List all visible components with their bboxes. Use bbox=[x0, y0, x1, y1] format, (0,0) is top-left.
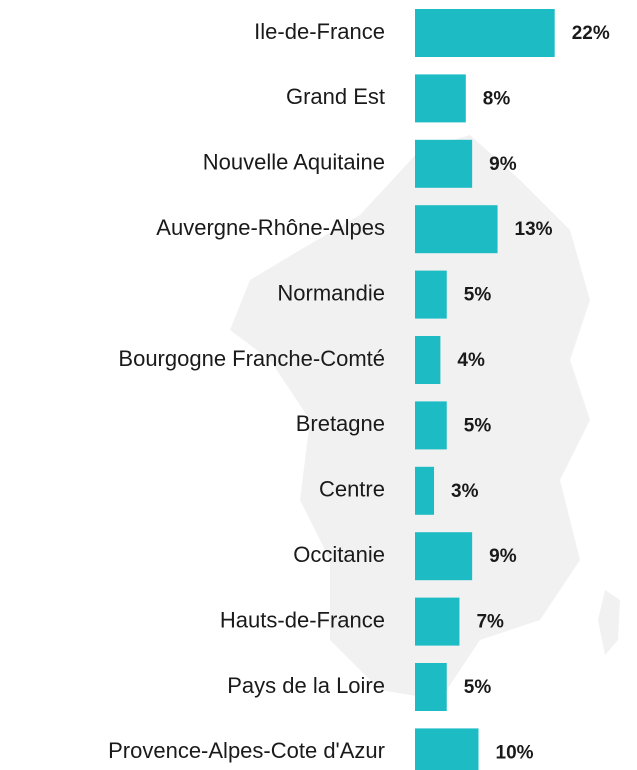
bar bbox=[415, 336, 441, 384]
category-label: Occitanie bbox=[293, 542, 385, 567]
bar bbox=[415, 74, 466, 123]
bar bbox=[415, 205, 498, 254]
category-label: Bretagne bbox=[296, 411, 385, 436]
value-label: 10% bbox=[496, 742, 534, 763]
bar bbox=[415, 270, 447, 319]
category-label: Pays de la Loire bbox=[227, 673, 385, 698]
category-label: Normandie bbox=[277, 280, 385, 305]
value-label: 4% bbox=[457, 350, 485, 371]
bar bbox=[415, 466, 435, 515]
value-label: 3% bbox=[451, 481, 479, 502]
category-label: Provence-Alpes-Cote d'Azur bbox=[108, 738, 385, 763]
category-label: Grand Est bbox=[286, 84, 385, 109]
bar bbox=[415, 9, 555, 57]
value-label: 5% bbox=[464, 415, 492, 436]
value-label: 8% bbox=[483, 88, 511, 109]
category-label: Ile-de-France bbox=[254, 19, 385, 44]
background-map bbox=[230, 135, 620, 700]
category-label: Auvergne-Rhône-Alpes bbox=[156, 215, 385, 240]
bar bbox=[415, 532, 473, 581]
category-label: Hauts-de-France bbox=[220, 607, 385, 632]
category-label: Centre bbox=[319, 477, 385, 502]
value-label: 22% bbox=[572, 23, 610, 44]
bar bbox=[415, 663, 447, 711]
value-label: 7% bbox=[476, 612, 504, 633]
value-label: 13% bbox=[515, 219, 553, 240]
value-label: 5% bbox=[464, 285, 492, 306]
value-label: 5% bbox=[464, 677, 492, 698]
bar bbox=[415, 139, 473, 188]
bar bbox=[415, 728, 479, 770]
category-label: Nouvelle Aquitaine bbox=[203, 150, 385, 175]
value-label: 9% bbox=[489, 154, 517, 175]
value-label: 9% bbox=[489, 546, 517, 567]
bar bbox=[415, 597, 460, 646]
bar bbox=[415, 401, 447, 450]
category-label: Bourgogne Franche-Comté bbox=[118, 346, 385, 371]
